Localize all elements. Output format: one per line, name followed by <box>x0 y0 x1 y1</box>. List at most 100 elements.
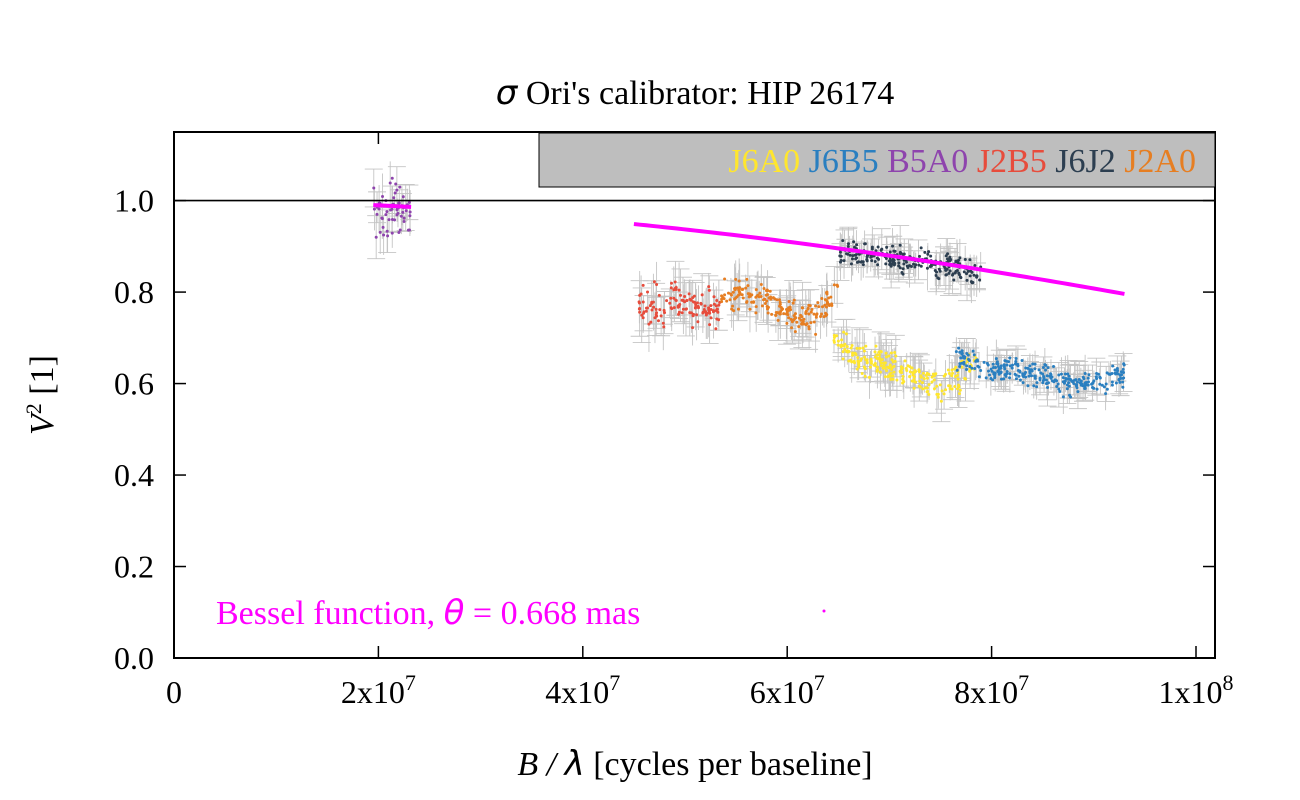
data-point-j2a0 <box>726 291 730 295</box>
data-point-j6j2 <box>905 264 909 268</box>
data-point-j2a0 <box>797 325 801 329</box>
data-point-b5a0 <box>398 185 402 189</box>
data-point-j6j2 <box>841 239 845 243</box>
data-point-j6b5 <box>1044 378 1048 382</box>
data-point-j6a0 <box>879 364 883 368</box>
data-point-j2a0 <box>778 312 782 316</box>
data-point-j2b5 <box>655 314 659 318</box>
data-point-j6b5 <box>1102 385 1106 389</box>
data-point-j2b5 <box>673 280 677 284</box>
data-point-j2a0 <box>780 308 784 312</box>
data-point-j6j2 <box>952 278 956 282</box>
data-point-j6a0 <box>921 387 925 391</box>
data-point-j6j2 <box>912 262 916 266</box>
data-point-j6b5 <box>1086 383 1090 387</box>
data-point-b5a0 <box>406 228 410 232</box>
data-point-j6b5 <box>1063 372 1067 376</box>
y-tick-label: 0.0 <box>114 640 154 676</box>
data-point-j2a0 <box>738 292 742 296</box>
data-point-j6b5 <box>1095 377 1099 381</box>
data-point-b5a0 <box>372 207 376 211</box>
data-point-j2b5 <box>714 304 718 308</box>
data-point-j6b5 <box>958 350 962 354</box>
data-point-j6a0 <box>861 346 865 350</box>
data-point-j6j2 <box>869 254 873 258</box>
x-tick-base: 0 <box>166 674 182 710</box>
data-point-j6b5 <box>965 367 969 371</box>
data-point-j6j2 <box>865 255 869 259</box>
data-point-j6j2 <box>948 255 952 259</box>
data-point-j6b5 <box>1083 371 1087 375</box>
data-point-j2b5 <box>641 283 645 287</box>
data-point-j6b5 <box>1083 387 1087 391</box>
data-point-j6b5 <box>1122 362 1126 366</box>
data-point-j6j2 <box>892 263 896 267</box>
data-point-j2a0 <box>774 310 778 314</box>
data-point-j6b5 <box>984 376 988 380</box>
data-point-b5a0 <box>393 191 397 195</box>
data-point-j6a0 <box>890 358 894 362</box>
data-point-j6a0 <box>934 372 938 376</box>
data-point-b5a0 <box>387 218 391 222</box>
data-point-j6b5 <box>1014 357 1018 361</box>
data-point-j6b5 <box>1043 363 1047 367</box>
data-point-j6b5 <box>1104 392 1108 396</box>
data-point-j6j2 <box>975 274 979 278</box>
data-point-j2b5 <box>639 292 643 296</box>
data-point-j2a0 <box>812 320 816 324</box>
data-point-j2b5 <box>654 307 658 311</box>
data-point-j6b5 <box>1027 374 1031 378</box>
data-point-j2b5 <box>638 310 642 314</box>
data-point-j6b5 <box>1028 371 1032 375</box>
data-point-b5a0 <box>377 207 381 211</box>
data-point-j2b5 <box>649 320 653 324</box>
data-point-j2b5 <box>640 313 644 317</box>
legend-entry-j2b5: J2B5 <box>968 143 1046 180</box>
data-point-j2b5 <box>708 323 712 327</box>
data-point-j2b5 <box>691 296 695 300</box>
data-point-j2b5 <box>677 288 681 292</box>
data-point-j2b5 <box>687 292 691 296</box>
data-point-j6b5 <box>1030 374 1034 378</box>
data-point-j2b5 <box>652 280 656 284</box>
data-point-j6b5 <box>994 357 998 361</box>
data-point-j2a0 <box>801 306 805 310</box>
data-point-b5a0 <box>378 230 382 234</box>
data-point-j6a0 <box>884 355 888 359</box>
data-point-j2a0 <box>776 318 780 322</box>
data-point-j6b5 <box>1079 383 1083 387</box>
data-point-j6b5 <box>982 360 986 364</box>
data-point-j6b5 <box>1024 370 1028 374</box>
data-point-j2b5 <box>701 310 705 314</box>
data-point-j6b5 <box>1017 374 1021 378</box>
data-point-j6b5 <box>1098 382 1102 386</box>
x-tick-base: 2x10 <box>341 674 405 710</box>
data-point-b5a0 <box>408 210 412 214</box>
data-point-j6b5 <box>966 353 970 357</box>
data-point-j6b5 <box>1052 364 1056 368</box>
data-point-j2a0 <box>820 312 824 316</box>
data-point-j6a0 <box>863 374 867 378</box>
data-point-j6b5 <box>1122 370 1126 374</box>
data-point-j2a0 <box>819 315 823 319</box>
data-point-j6a0 <box>862 365 866 369</box>
data-point-j6j2 <box>944 273 948 277</box>
data-point-j6b5 <box>1020 359 1024 363</box>
data-point-j2a0 <box>728 298 732 302</box>
data-point-b5a0 <box>402 216 406 220</box>
data-point-j6j2 <box>877 257 881 261</box>
data-point-j6a0 <box>843 347 847 351</box>
data-point-j6b5 <box>968 365 972 369</box>
data-point-j6j2 <box>948 269 952 273</box>
data-point-b5a0 <box>390 176 394 180</box>
data-point-b5a0 <box>380 217 384 221</box>
data-point-j2a0 <box>807 327 811 331</box>
data-point-j6a0 <box>887 354 891 358</box>
x-axis-label: B / λ [cycles per baseline] <box>517 744 872 784</box>
data-point-j6b5 <box>1110 380 1114 384</box>
data-point-j6j2 <box>968 258 972 262</box>
data-point-j2a0 <box>785 308 789 312</box>
data-point-j2a0 <box>747 295 751 299</box>
data-point-j6a0 <box>860 372 864 376</box>
data-point-j6b5 <box>1024 366 1028 370</box>
